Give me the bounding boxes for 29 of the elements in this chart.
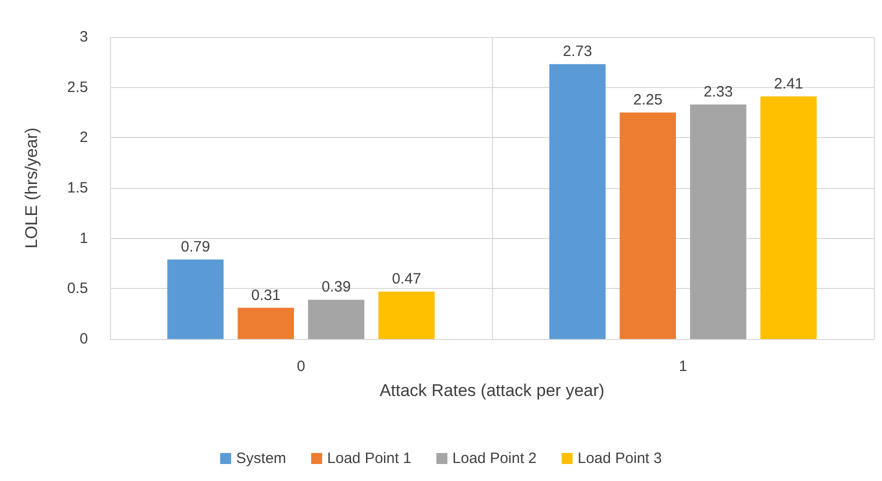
bar <box>308 300 364 339</box>
bar <box>167 259 224 339</box>
legend-label: Load Point 1 <box>327 450 412 467</box>
data-label: 2.73 <box>562 43 592 60</box>
legend-label: Load Point 2 <box>452 450 537 467</box>
y-tick-label: 2.5 <box>67 78 88 96</box>
data-label: 0.47 <box>392 270 422 288</box>
bar <box>549 64 606 339</box>
legend-label: Load Point 3 <box>578 450 662 467</box>
y-tick-label: 3 <box>80 28 88 46</box>
y-tick-label: 1.5 <box>67 180 88 196</box>
y-tick-label: 1 <box>80 230 88 247</box>
data-label: 2.41 <box>774 75 804 92</box>
x-axis-title: Attack Rates (attack per year) <box>380 381 604 400</box>
bar <box>690 104 746 339</box>
bar <box>620 112 676 339</box>
y-tick-label: 2 <box>80 129 88 146</box>
bar <box>760 96 817 339</box>
data-label: 2.25 <box>633 92 662 108</box>
data-label: 0.31 <box>251 286 280 304</box>
bar <box>378 292 435 339</box>
data-label: 0.79 <box>180 238 210 256</box>
bar <box>238 308 294 339</box>
y-tick-label: 0 <box>80 330 88 348</box>
legend-label: System <box>236 450 286 467</box>
y-axis-title: LOLE (hrs/year) <box>22 128 41 248</box>
data-label: 2.33 <box>704 83 733 100</box>
y-tick-label: 0.5 <box>67 280 88 298</box>
data-label: 0.39 <box>322 278 351 296</box>
